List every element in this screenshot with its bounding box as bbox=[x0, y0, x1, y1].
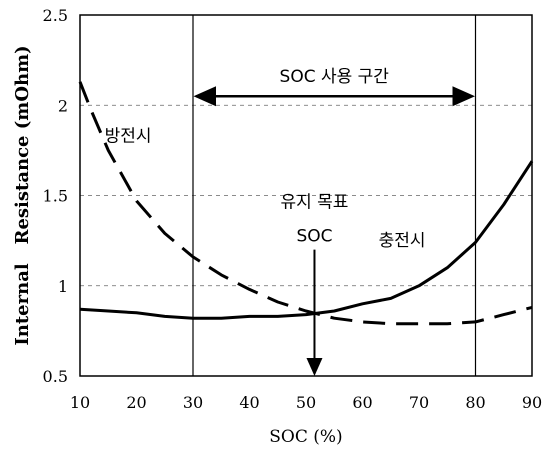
y-tick-label: 2 bbox=[58, 96, 68, 115]
y-tick-label: 1 bbox=[58, 277, 68, 296]
x-tick-label: 60 bbox=[352, 393, 372, 412]
x-tick-label: 80 bbox=[465, 393, 485, 412]
series-lines bbox=[78, 81, 534, 326]
target-label-line2: SOC bbox=[296, 227, 332, 247]
x-tick-labels: 10 20 30 40 50 60 70 80 90 bbox=[70, 393, 542, 412]
x-tick-label: 20 bbox=[126, 393, 146, 412]
series-label: 방전시 bbox=[105, 126, 152, 146]
x-tick-label: 30 bbox=[183, 393, 203, 412]
x-axis-label: SOC (%) bbox=[269, 427, 342, 447]
series-label: 충전시 bbox=[379, 231, 426, 251]
range-boundary-lines bbox=[192, 15, 477, 376]
y-tick-label: 1.5 bbox=[43, 187, 68, 206]
x-tick-label: 40 bbox=[239, 393, 259, 412]
x-tick-label: 70 bbox=[409, 393, 429, 412]
y-tick-labels: 0.5 1 1.5 2 2.5 bbox=[43, 6, 68, 386]
target-label-line1: 유지 목표 bbox=[280, 193, 348, 213]
plot-frame bbox=[79, 14, 533, 377]
range-label: SOC 사용 구간 bbox=[280, 67, 390, 87]
y-tick-label: 0.5 bbox=[43, 367, 68, 386]
charge-series-line bbox=[79, 160, 534, 320]
x-tick-label: 50 bbox=[296, 393, 316, 412]
x-tick-label: 90 bbox=[522, 393, 542, 412]
y-tick-label: 2.5 bbox=[43, 6, 68, 25]
y-axis-label: Internal Resistance (mOhm) bbox=[12, 45, 33, 345]
x-tick-label: 10 bbox=[70, 393, 90, 412]
